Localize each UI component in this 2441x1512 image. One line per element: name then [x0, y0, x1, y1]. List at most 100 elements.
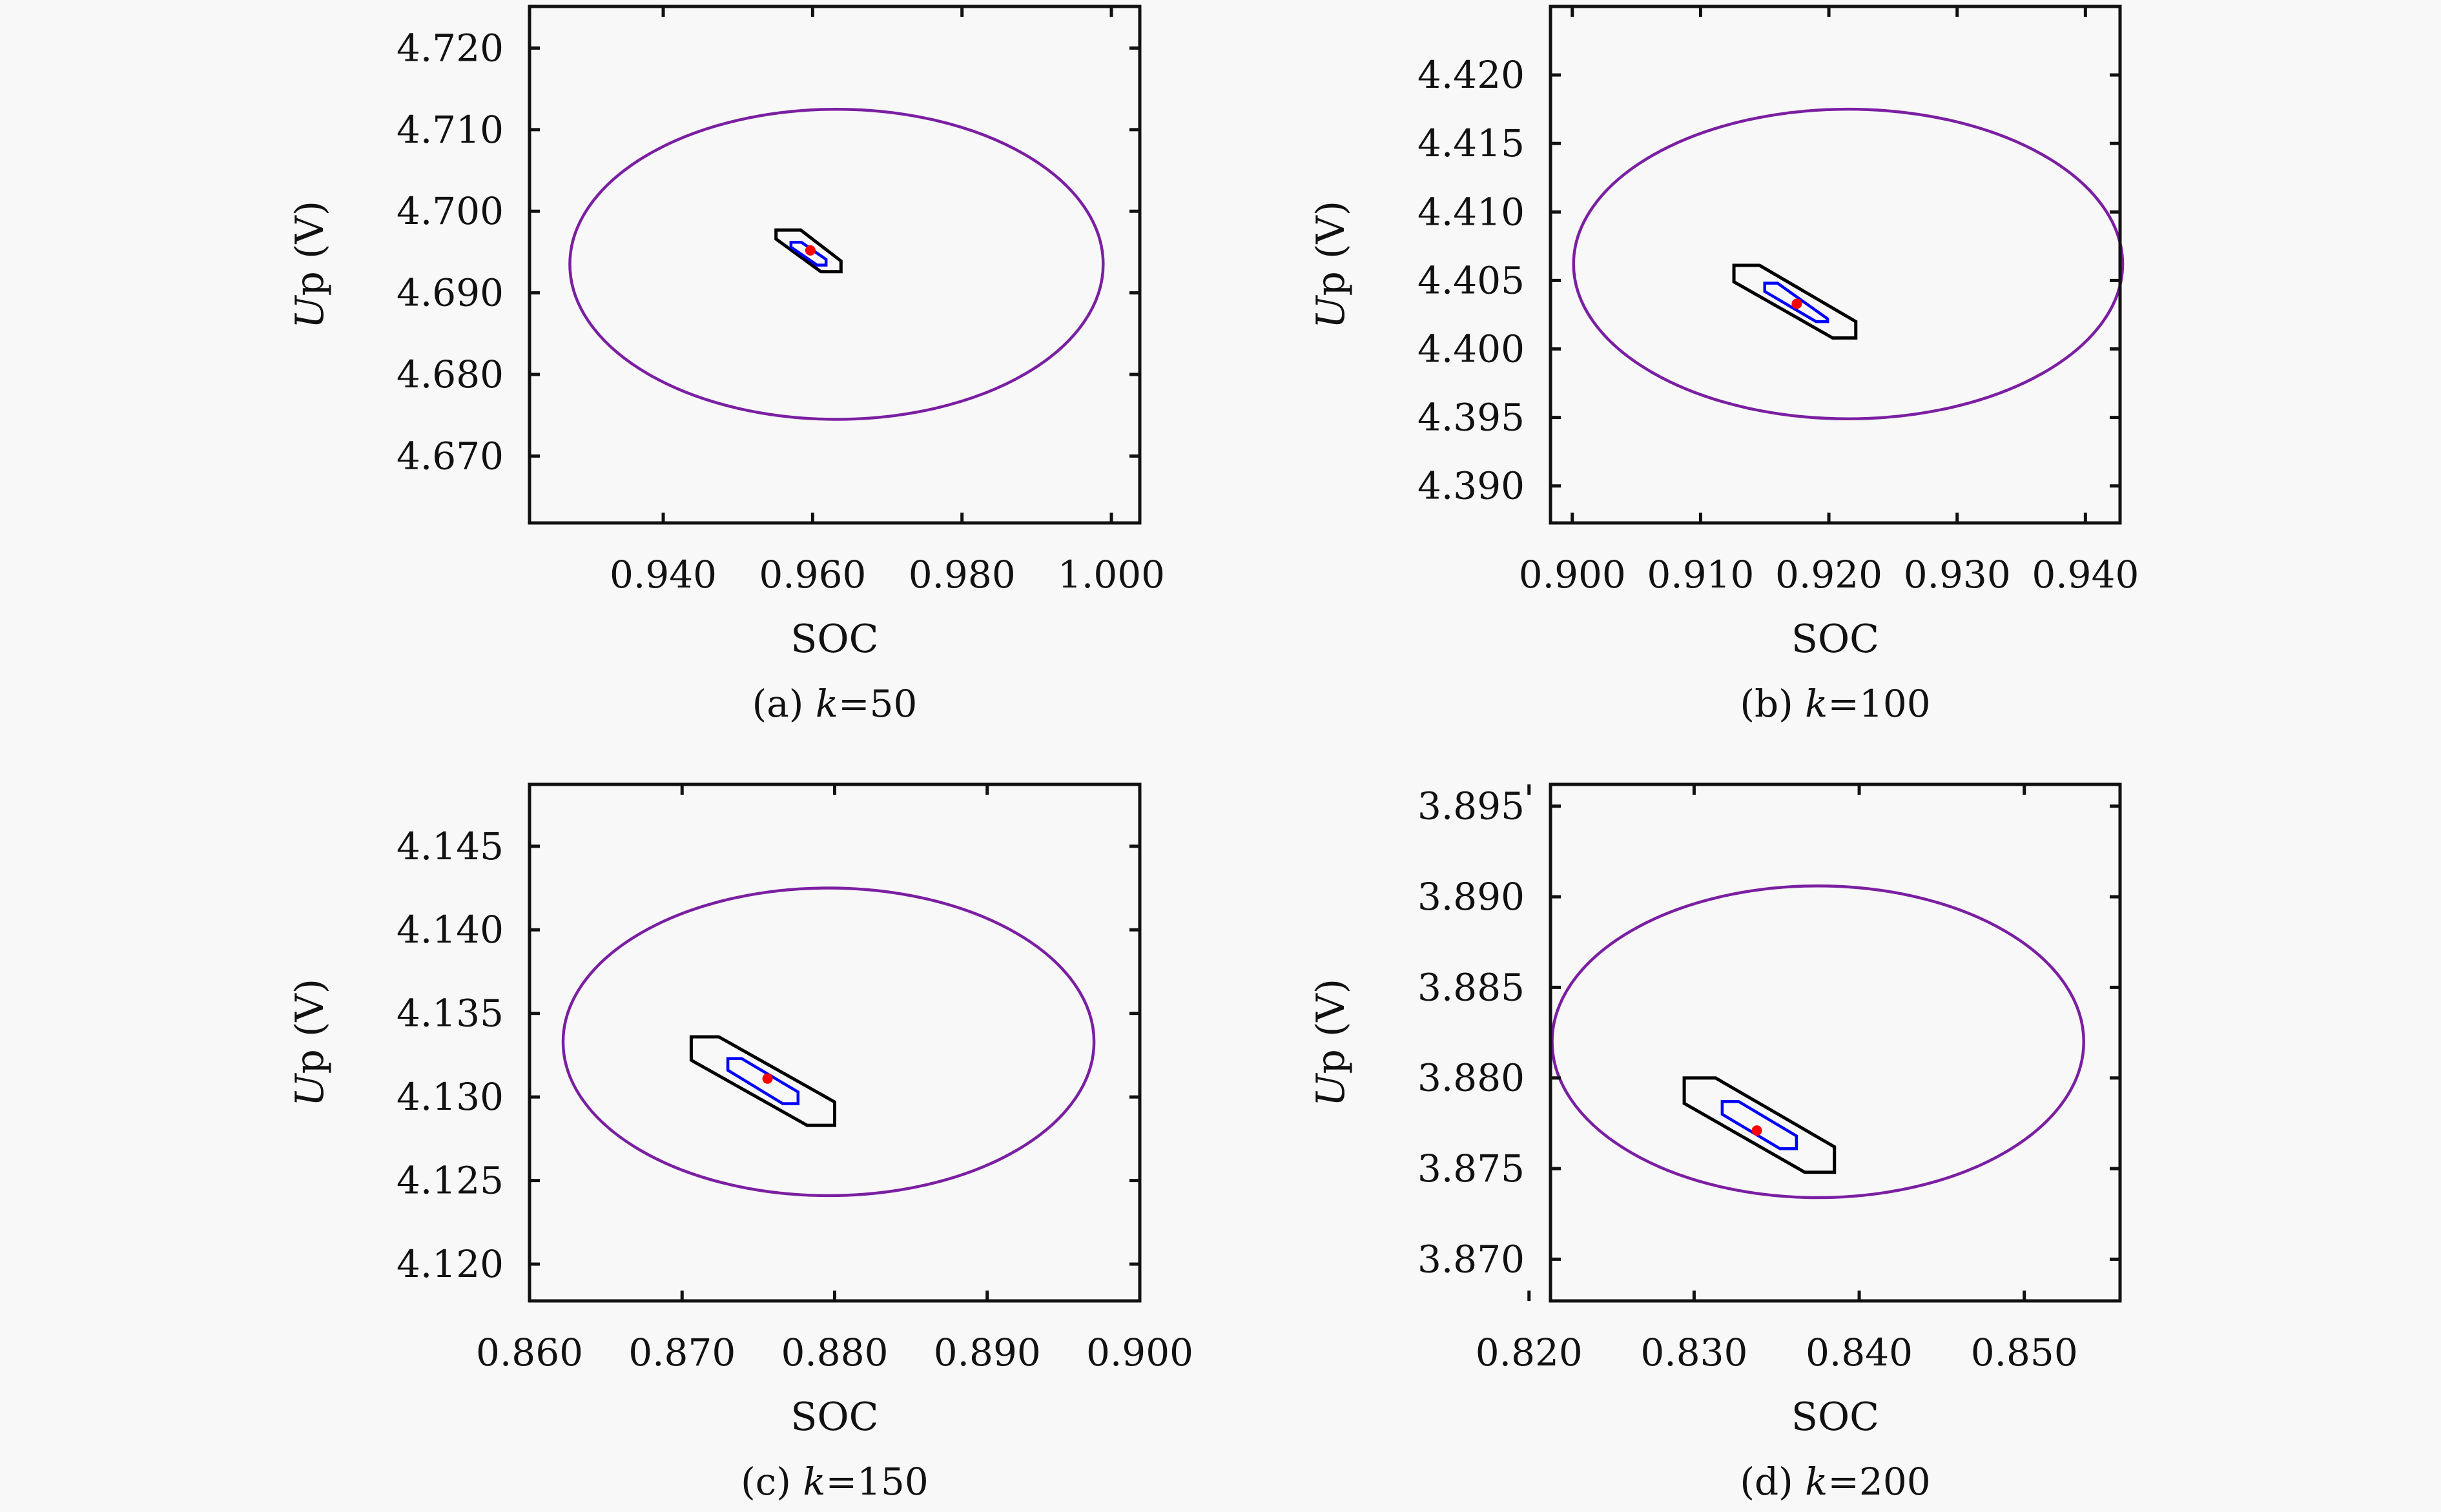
- ellipse-bound: [1550, 884, 2086, 1200]
- y-axis-label-unit: (V): [1308, 979, 1354, 1049]
- x-tick-label: 0.910: [1647, 553, 1754, 597]
- caption-suffix: =50: [838, 682, 917, 726]
- y-tick-label: 4.415: [1417, 121, 1525, 165]
- inner-zonotope: [1720, 1099, 1798, 1150]
- ellipse-bound: [561, 886, 1096, 1198]
- y-axis-label-var: U: [287, 1072, 333, 1107]
- outer-zonotope: [689, 1035, 836, 1127]
- y-tick-label: 4.680: [397, 352, 504, 396]
- y-axis-label-unit: (V): [1308, 201, 1354, 271]
- y-tick-label: 4.405: [1417, 258, 1525, 302]
- caption-prefix: (d): [1740, 1460, 1805, 1504]
- true-state-point: [1751, 1125, 1762, 1136]
- y-tick-label: 4.120: [397, 1242, 504, 1286]
- y-axis-label-var: U: [1308, 1072, 1354, 1107]
- outer-zonotope: [1732, 263, 1858, 340]
- y-tick-label: 4.135: [397, 992, 504, 1036]
- panel-caption: (d) k=200: [1740, 1460, 1930, 1504]
- x-tick-label: 0.980: [909, 553, 1016, 597]
- y-axis-label-sub: p: [1308, 271, 1354, 296]
- y-axis-label-var: U: [1308, 294, 1354, 329]
- inner-zonotope: [726, 1057, 800, 1105]
- caption-var: k: [816, 682, 838, 726]
- panel-caption: (b) k=100: [1740, 682, 1930, 726]
- y-tick-label: 4.130: [397, 1075, 504, 1119]
- panel-caption: (a) k=50: [752, 682, 918, 726]
- y-axis-label-sub: p: [287, 271, 333, 296]
- y-axis-label: Up (V): [1308, 201, 1354, 329]
- x-tick-label: 0.830: [1640, 1331, 1747, 1374]
- caption-suffix: =200: [1828, 1460, 1930, 1504]
- x-tick-label: 0.900: [1519, 553, 1626, 597]
- y-tick-label: 4.720: [397, 26, 504, 70]
- panel-3: 0.860 0.870 0.880 0.890 0.900 4.120 4.125 4.130…: [287, 782, 1193, 1504]
- y-tick-label: 3.895: [1417, 784, 1525, 828]
- x-tick-label: 0.920: [1775, 553, 1882, 597]
- y-tick-label: 3.890: [1417, 875, 1525, 919]
- x-tick-label: 0.940: [610, 553, 717, 597]
- y-tick-label: 3.875: [1417, 1147, 1525, 1190]
- panel-4: 0.820 0.830 0.840 0.850 3.870 3.875 3.880 3.885…: [1308, 782, 2122, 1504]
- y-axis-label-sub: p: [1308, 1049, 1354, 1074]
- x-axis-label: SOC: [790, 1395, 878, 1440]
- y-tick-label: 3.880: [1417, 1056, 1525, 1100]
- y-tick-label: 4.145: [397, 824, 504, 868]
- x-axis-label: SOC: [790, 617, 878, 662]
- y-tick-label: 3.870: [1417, 1237, 1525, 1281]
- y-tick-label: 4.670: [397, 434, 504, 478]
- ellipse-bound: [1572, 107, 2125, 420]
- true-state-point: [762, 1073, 773, 1084]
- y-axis-label-var: U: [287, 294, 333, 329]
- caption-prefix: (a): [752, 682, 816, 726]
- y-tick-label: 4.420: [1417, 53, 1525, 97]
- x-tick-label: 0.850: [1971, 1331, 2078, 1374]
- inner-zonotope: [1763, 281, 1829, 323]
- x-tick-label: 0.890: [934, 1331, 1041, 1374]
- ellipse-bound: [568, 107, 1105, 421]
- y-axis-label: Up (V): [1308, 979, 1354, 1107]
- y-axis-label: Up (V): [287, 201, 333, 329]
- x-tick-label: 0.840: [1806, 1331, 1913, 1374]
- x-tick-label: 0.930: [1904, 553, 2011, 597]
- y-tick-label: 4.125: [397, 1159, 504, 1203]
- x-tick-label: 0.870: [628, 1331, 736, 1374]
- y-tick-label: 4.390: [1417, 464, 1525, 508]
- caption-var: k: [803, 1460, 825, 1504]
- true-state-point: [805, 245, 816, 256]
- x-tick-label: 0.900: [1086, 1331, 1193, 1374]
- x-tick-label: 0.940: [2032, 553, 2139, 597]
- y-axis-label-sub: p: [287, 1049, 333, 1074]
- x-tick-label: 0.820: [1476, 1331, 1583, 1374]
- x-axis-label: SOC: [1791, 617, 1879, 662]
- plot-frame: [528, 5, 1142, 525]
- y-tick-label: 4.395: [1417, 396, 1525, 440]
- caption-suffix: =150: [826, 1460, 929, 1504]
- outer-zonotope: [1682, 1076, 1837, 1174]
- y-tick-label: 4.410: [1417, 190, 1525, 234]
- y-axis-label-unit: (V): [287, 201, 333, 271]
- x-axis-label: SOC: [1791, 1395, 1879, 1440]
- x-tick-label: 0.860: [476, 1331, 583, 1374]
- caption-prefix: (c): [741, 1460, 803, 1504]
- y-tick-label: 3.885: [1417, 965, 1525, 1009]
- caption-prefix: (b): [1740, 682, 1805, 726]
- plot-frame: [1549, 5, 2122, 525]
- panel-caption: (c) k=150: [741, 1460, 929, 1504]
- true-state-point: [1791, 298, 1802, 309]
- x-tick-label: 1.000: [1058, 553, 1165, 597]
- y-tick-label: 4.710: [397, 108, 504, 152]
- y-tick-label: 4.700: [397, 189, 504, 233]
- y-axis-label-unit: (V): [287, 979, 333, 1049]
- panel-1: 0.940 0.960 0.980 1.000 4.670 4.680 4.690 4.700…: [287, 5, 1165, 726]
- caption-var: k: [1805, 682, 1828, 726]
- y-tick-label: 4.690: [397, 271, 504, 315]
- caption-var: k: [1805, 1460, 1828, 1504]
- panel-2: 0.900 0.910 0.920 0.930 0.940 4.390 4.395 4.400…: [1308, 5, 2139, 726]
- caption-suffix: =100: [1828, 682, 1930, 726]
- y-tick-label: 4.400: [1417, 327, 1525, 371]
- x-tick-label: 0.880: [781, 1331, 888, 1374]
- outer-zonotope: [774, 228, 843, 274]
- x-tick-label: 0.960: [759, 553, 866, 597]
- y-axis-label: Up (V): [287, 979, 333, 1107]
- plot-frame: [528, 782, 1142, 1303]
